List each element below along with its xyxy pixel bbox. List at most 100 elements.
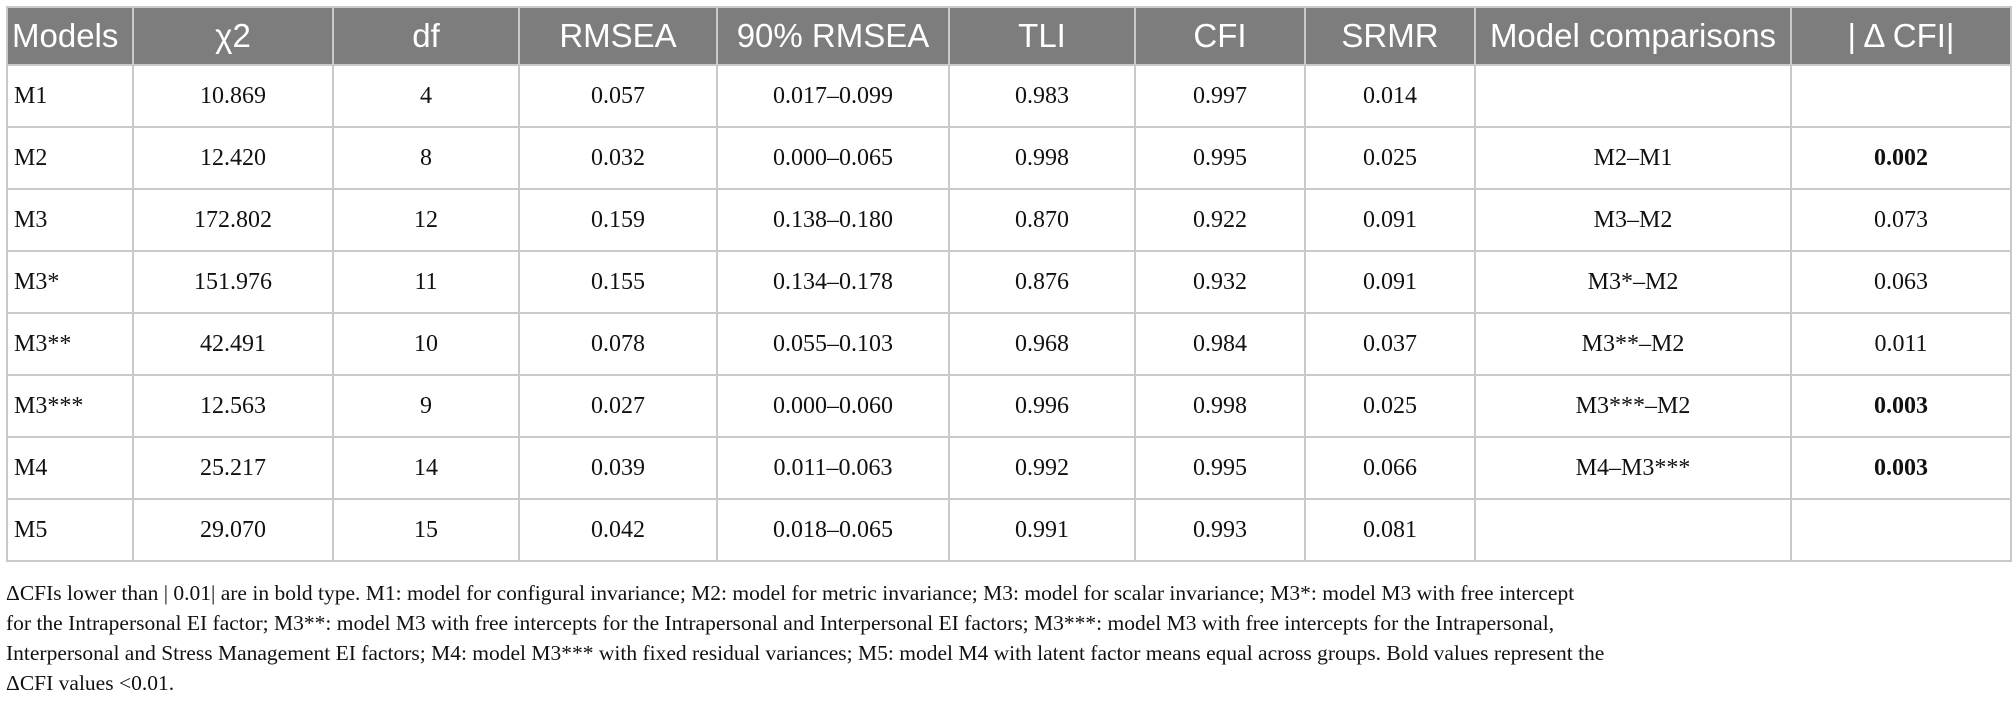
footnote-line: ΔCFI values <0.01. xyxy=(6,671,175,695)
table-row: M1 10.869 4 0.057 0.017–0.099 0.983 0.997 0.014 xyxy=(6,64,2012,128)
header-cfi: CFI xyxy=(1134,6,1306,66)
header-df: df xyxy=(332,6,520,66)
header-models: Models xyxy=(6,6,134,66)
cell-model: M3* xyxy=(6,250,134,314)
cell-cfi: 0.993 xyxy=(1134,498,1306,562)
cell-cfi: 0.984 xyxy=(1134,312,1306,376)
cell-model: M4 xyxy=(6,436,134,500)
cell-chi2: 42.491 xyxy=(132,312,334,376)
cell-rmsea: 0.078 xyxy=(518,312,718,376)
cell-chi2: 10.869 xyxy=(132,64,334,128)
cell-df: 8 xyxy=(332,126,520,190)
cell-rmsea: 0.159 xyxy=(518,188,718,252)
table-row: M4 25.217 14 0.039 0.011–0.063 0.992 0.995 0.06… xyxy=(6,436,2012,500)
cell-delta-cfi: 0.002 xyxy=(1790,126,2012,190)
cell-srmr: 0.037 xyxy=(1304,312,1476,376)
cell-tli: 0.983 xyxy=(948,64,1136,128)
cell-model-comparison xyxy=(1474,498,1792,562)
footnote-line: Interpersonal and Stress Management EI f… xyxy=(6,641,1605,665)
cell-df: 4 xyxy=(332,64,520,128)
header-rmsea90: 90% RMSEA xyxy=(716,6,950,66)
cell-tli: 0.870 xyxy=(948,188,1136,252)
table-row: M5 29.070 15 0.042 0.018–0.065 0.991 0.993 0.08… xyxy=(6,498,2012,562)
cell-df: 10 xyxy=(332,312,520,376)
fit-indices-table: Models χ2 df RMSEA 90% RMSEA TLI CFI SRM… xyxy=(6,6,2012,562)
cell-srmr: 0.081 xyxy=(1304,498,1476,562)
cell-rmsea90: 0.138–0.180 xyxy=(716,188,950,252)
cell-delta-cfi: 0.063 xyxy=(1790,250,2012,314)
cell-delta-cfi: 0.003 xyxy=(1790,436,2012,500)
cell-delta-cfi: 0.003 xyxy=(1790,374,2012,438)
table-row: M3* 151.976 11 0.155 0.134–0.178 0.876 0.932 0.… xyxy=(6,250,2012,314)
cell-delta-cfi xyxy=(1790,64,2012,128)
cell-model-comparison: M2–M1 xyxy=(1474,126,1792,190)
cell-cfi: 0.932 xyxy=(1134,250,1306,314)
cell-tli: 0.876 xyxy=(948,250,1136,314)
cell-model: M3** xyxy=(6,312,134,376)
cell-delta-cfi: 0.073 xyxy=(1790,188,2012,252)
cell-cfi: 0.995 xyxy=(1134,436,1306,500)
cell-chi2: 25.217 xyxy=(132,436,334,500)
header-tli: TLI xyxy=(948,6,1136,66)
cell-srmr: 0.025 xyxy=(1304,374,1476,438)
cell-srmr: 0.091 xyxy=(1304,250,1476,314)
table-body: M1 10.869 4 0.057 0.017–0.099 0.983 0.997 0.014… xyxy=(6,64,2012,562)
header-chi2: χ2 xyxy=(132,6,334,66)
header-rmsea: RMSEA xyxy=(518,6,718,66)
cell-rmsea: 0.039 xyxy=(518,436,718,500)
cell-rmsea: 0.032 xyxy=(518,126,718,190)
cell-tli: 0.968 xyxy=(948,312,1136,376)
cell-delta-cfi: 0.011 xyxy=(1790,312,2012,376)
cell-df: 14 xyxy=(332,436,520,500)
cell-delta-cfi xyxy=(1790,498,2012,562)
cell-rmsea: 0.027 xyxy=(518,374,718,438)
cell-rmsea: 0.042 xyxy=(518,498,718,562)
cell-rmsea90: 0.134–0.178 xyxy=(716,250,950,314)
cell-model: M1 xyxy=(6,64,134,128)
cell-chi2: 12.563 xyxy=(132,374,334,438)
cell-df: 15 xyxy=(332,498,520,562)
cell-model-comparison xyxy=(1474,64,1792,128)
cell-tli: 0.991 xyxy=(948,498,1136,562)
table-row: M3*** 12.563 9 0.027 0.000–0.060 0.996 0.998 0.… xyxy=(6,374,2012,438)
cell-rmsea90: 0.011–0.063 xyxy=(716,436,950,500)
cell-chi2: 29.070 xyxy=(132,498,334,562)
cell-tli: 0.996 xyxy=(948,374,1136,438)
cell-model-comparison: M3***–M2 xyxy=(1474,374,1792,438)
cell-cfi: 0.998 xyxy=(1134,374,1306,438)
cell-model: M2 xyxy=(6,126,134,190)
cell-cfi: 0.922 xyxy=(1134,188,1306,252)
cell-rmsea90: 0.000–0.065 xyxy=(716,126,950,190)
cell-model-comparison: M4–M3*** xyxy=(1474,436,1792,500)
cell-model: M3 xyxy=(6,188,134,252)
cell-rmsea90: 0.018–0.065 xyxy=(716,498,950,562)
cell-chi2: 172.802 xyxy=(132,188,334,252)
cell-srmr: 0.025 xyxy=(1304,126,1476,190)
cell-df: 9 xyxy=(332,374,520,438)
cell-chi2: 12.420 xyxy=(132,126,334,190)
cell-chi2: 151.976 xyxy=(132,250,334,314)
cell-model: M5 xyxy=(6,498,134,562)
cell-srmr: 0.014 xyxy=(1304,64,1476,128)
cell-rmsea: 0.155 xyxy=(518,250,718,314)
table-row: M3** 42.491 10 0.078 0.055–0.103 0.968 0.984 0.… xyxy=(6,312,2012,376)
cell-df: 11 xyxy=(332,250,520,314)
header-row: Models χ2 df RMSEA 90% RMSEA TLI CFI SRM… xyxy=(6,6,2012,66)
cell-tli: 0.998 xyxy=(948,126,1136,190)
table-row: M3 172.802 12 0.159 0.138–0.180 0.870 0.922 0.0… xyxy=(6,188,2012,252)
cell-model-comparison: M3**–M2 xyxy=(1474,312,1792,376)
cell-model: M3*** xyxy=(6,374,134,438)
cell-model-comparison: M3*–M2 xyxy=(1474,250,1792,314)
table-row: M2 12.420 8 0.032 0.000–0.065 0.998 0.995 0.025… xyxy=(6,126,2012,190)
cell-cfi: 0.995 xyxy=(1134,126,1306,190)
cell-rmsea: 0.057 xyxy=(518,64,718,128)
cell-rmsea90: 0.055–0.103 xyxy=(716,312,950,376)
cell-srmr: 0.066 xyxy=(1304,436,1476,500)
header-delta-cfi: | Δ CFI| xyxy=(1790,6,2012,66)
table-container: Models χ2 df RMSEA 90% RMSEA TLI CFI SRM… xyxy=(6,6,2012,698)
cell-srmr: 0.091 xyxy=(1304,188,1476,252)
cell-model-comparison: M3–M2 xyxy=(1474,188,1792,252)
table-footnote: ΔCFIs lower than | 0.01| are in bold typ… xyxy=(6,578,2010,698)
cell-rmsea90: 0.000–0.060 xyxy=(716,374,950,438)
header-model-comparisons: Model comparisons xyxy=(1474,6,1792,66)
